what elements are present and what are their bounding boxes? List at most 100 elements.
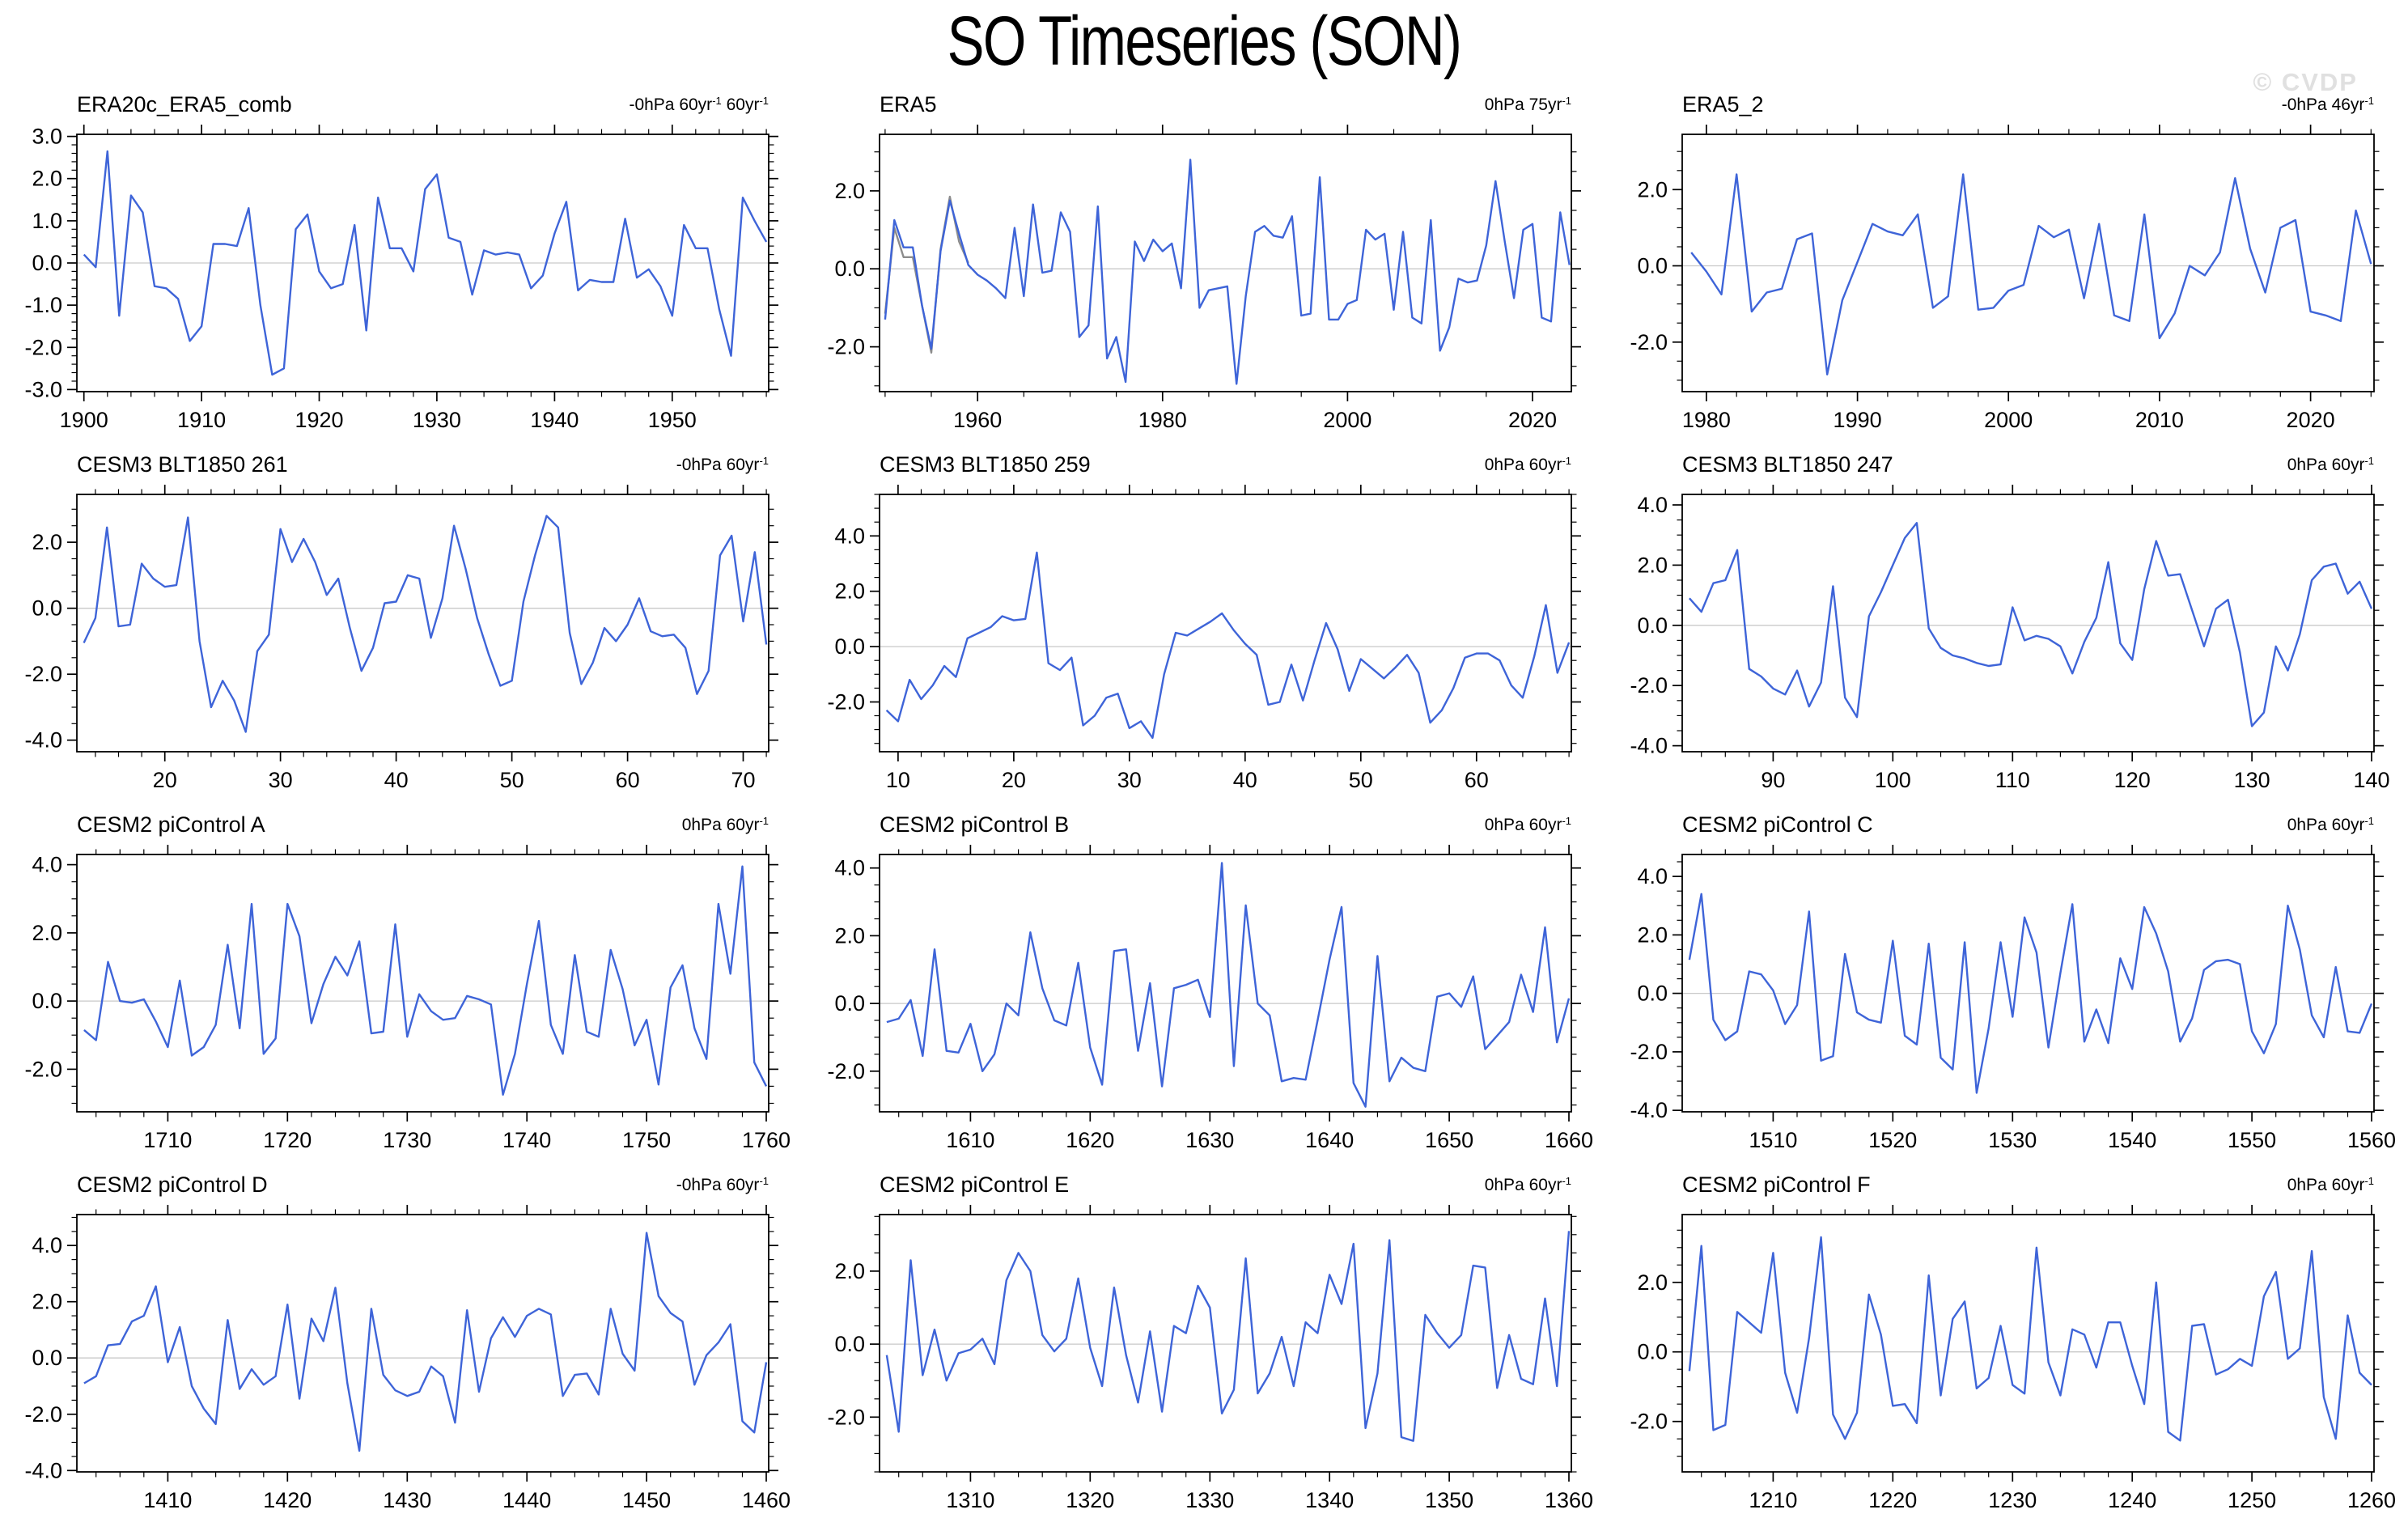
x-tick-label: 60 xyxy=(616,768,640,792)
y-tick-label: 0.0 xyxy=(32,989,62,1013)
x-tick-label: 1710 xyxy=(143,1128,192,1152)
timeseries-panel: 90 100 110 120 130 140 4.0 2.0 0.0 -2.0 -4.0 CESM3 … xyxy=(1605,444,2408,804)
x-tick-label: 1900 xyxy=(60,408,108,432)
plot-frame xyxy=(1681,494,2375,753)
plot-frame xyxy=(1681,134,2375,392)
y-tick-label: 3.0 xyxy=(32,125,62,149)
y-tick-label: 0.0 xyxy=(834,1332,865,1356)
x-tick-label: 1310 xyxy=(946,1488,994,1512)
x-tick-label: 2000 xyxy=(1984,408,2033,432)
data-line xyxy=(1688,1236,2372,1442)
x-tick-label: 130 xyxy=(2234,768,2270,792)
axis-ticks xyxy=(870,1205,1581,1482)
panel-title: ERA5 xyxy=(880,92,937,117)
timeseries-chart: 10 20 30 40 50 60 4.0 2.0 0.0 -2.0 CESM3 BLT1850 2… xyxy=(827,452,1581,792)
x-tick-label: 1460 xyxy=(742,1488,791,1512)
axis-ticks xyxy=(67,1205,778,1482)
panel-units: 0hPa 60yr-1 xyxy=(2287,1175,2374,1195)
y-tick-label: -4.0 xyxy=(1630,1098,1668,1122)
y-tick-label: -3.0 xyxy=(24,377,62,401)
x-tick-label: 1510 xyxy=(1749,1128,1797,1152)
x-tick-label: 1980 xyxy=(1682,408,1731,432)
timeseries-panel: 1980 1990 2000 2010 2020 2.0 0.0 -2.0 ERA5_2 -0hP… xyxy=(1605,84,2408,444)
x-tick-label: 1530 xyxy=(1988,1128,2037,1152)
panel-units: -0hPa 46yr-1 xyxy=(2282,95,2374,115)
x-tick-label: 1940 xyxy=(530,408,579,432)
panel-units: 0hPa 60yr-1 xyxy=(2287,455,2374,475)
x-tick-label: 1420 xyxy=(263,1488,312,1512)
panel-title: ERA5_2 xyxy=(1682,92,1764,117)
axis-ticks xyxy=(870,845,1581,1122)
x-tick-label: 1360 xyxy=(1545,1488,1593,1512)
plot-frame xyxy=(76,854,769,1113)
x-tick-label: 2020 xyxy=(1508,408,1557,432)
x-tick-label: 140 xyxy=(2353,768,2389,792)
x-tick-label: 1550 xyxy=(2228,1128,2276,1152)
x-tick-label: 1230 xyxy=(1988,1488,2037,1512)
x-tick-label: 10 xyxy=(886,768,910,792)
data-line xyxy=(1688,893,2373,1094)
plot-frame xyxy=(1681,854,2375,1113)
y-tick-label: -2.0 xyxy=(1630,673,1668,698)
y-tick-label: -2.0 xyxy=(24,662,62,686)
timeseries-panel: 10 20 30 40 50 60 4.0 2.0 0.0 -2.0 CESM3 BLT1850 2… xyxy=(803,444,1605,804)
y-tick-label: 0.0 xyxy=(1637,1340,1668,1364)
y-tick-label: 2.0 xyxy=(1637,922,1668,947)
plot-frame xyxy=(76,134,769,392)
x-tick-label: 60 xyxy=(1465,768,1489,792)
cvdp-watermark: © CVDP xyxy=(2253,68,2358,96)
y-tick-label: 0.0 xyxy=(834,991,865,1016)
x-tick-label: 90 xyxy=(1761,768,1785,792)
x-tick-label: 30 xyxy=(1117,768,1142,792)
y-tick-label: 4.0 xyxy=(834,856,865,880)
x-tick-label: 1410 xyxy=(143,1488,192,1512)
x-tick-label: 1540 xyxy=(2108,1128,2156,1152)
x-tick-label: 100 xyxy=(1875,768,1911,792)
data-line xyxy=(83,150,768,376)
x-tick-label: 1520 xyxy=(1868,1128,1917,1152)
timeseries-panel: 1410 1420 1430 1440 1450 1460 4.0 2.0 0.0 -2.0 -4.… xyxy=(0,1164,803,1524)
y-tick-label: -2.0 xyxy=(827,690,865,714)
panel-units: 0hPa 60yr-1 xyxy=(1485,1175,1571,1195)
panel-units: 0hPa 75yr-1 xyxy=(1485,95,1571,115)
panel-grid: 1900 1910 1920 1930 1940 1950 3.0 2.0 1.0 0.0 -1.0… xyxy=(0,84,2408,1524)
y-tick-label: 2.0 xyxy=(1637,1270,1668,1295)
data-line xyxy=(1688,522,2373,727)
y-tick-label: -2.0 xyxy=(24,1402,62,1427)
y-tick-label: 4.0 xyxy=(834,524,865,548)
axis-ticks xyxy=(870,485,1581,761)
y-tick-label: 2.0 xyxy=(1637,177,1668,201)
timeseries-panel: 1710 1720 1730 1740 1750 1760 4.0 2.0 0.0 -2.0 CES… xyxy=(0,804,803,1164)
axis-ticks xyxy=(67,485,778,761)
panel-units: 0hPa 60yr-1 xyxy=(682,815,769,835)
panel-units: -0hPa 60yr-1 60yr-1 xyxy=(629,95,769,115)
timeseries-chart: 1510 1520 1530 1540 1550 1560 4.0 2.0 0.0 -2.0 -4.… xyxy=(1630,812,2396,1152)
y-tick-label: -2.0 xyxy=(24,335,62,359)
y-tick-label: 2.0 xyxy=(32,530,62,554)
timeseries-panel: 1510 1520 1530 1540 1550 1560 4.0 2.0 0.0 -2.0 -4.… xyxy=(1605,804,2408,1164)
x-tick-label: 1720 xyxy=(263,1128,312,1152)
x-tick-label: 2020 xyxy=(2287,408,2335,432)
y-tick-label: 0.0 xyxy=(834,634,865,659)
y-tick-label: 0.0 xyxy=(1637,982,1668,1006)
x-tick-label: 1350 xyxy=(1425,1488,1473,1512)
x-tick-label: 1950 xyxy=(648,408,697,432)
y-tick-label: -2.0 xyxy=(827,1405,865,1429)
x-tick-label: 1920 xyxy=(295,408,343,432)
data-line xyxy=(885,551,1571,740)
timeseries-panel: 20 30 40 50 60 70 2.0 0.0 -2.0 -4.0 CESM3 BLT1850 … xyxy=(0,444,803,804)
y-tick-label: -2.0 xyxy=(1630,1410,1668,1434)
timeseries-chart: 1310 1320 1330 1340 1350 1360 2.0 0.0 -2.0 CESM2 … xyxy=(827,1172,1593,1512)
y-tick-label: 2.0 xyxy=(32,1290,62,1314)
data-line xyxy=(83,515,768,733)
y-tick-label: -4.0 xyxy=(24,728,62,753)
x-tick-label: 1440 xyxy=(502,1488,551,1512)
panel-units: -0hPa 60yr-1 xyxy=(676,1175,769,1195)
panel-units: -0hPa 60yr-1 xyxy=(676,455,769,475)
y-tick-label: 2.0 xyxy=(834,923,865,948)
y-tick-label: -1.0 xyxy=(24,293,62,317)
x-tick-label: 1560 xyxy=(2347,1128,2396,1152)
timeseries-chart: 1980 1990 2000 2010 2020 2.0 0.0 -2.0 ERA5_2 -0hP… xyxy=(1630,92,2384,432)
timeseries-panel: 1610 1620 1630 1640 1650 1660 4.0 2.0 0.0 -2.0 CES… xyxy=(803,804,1605,1164)
y-tick-label: 4.0 xyxy=(32,853,62,877)
